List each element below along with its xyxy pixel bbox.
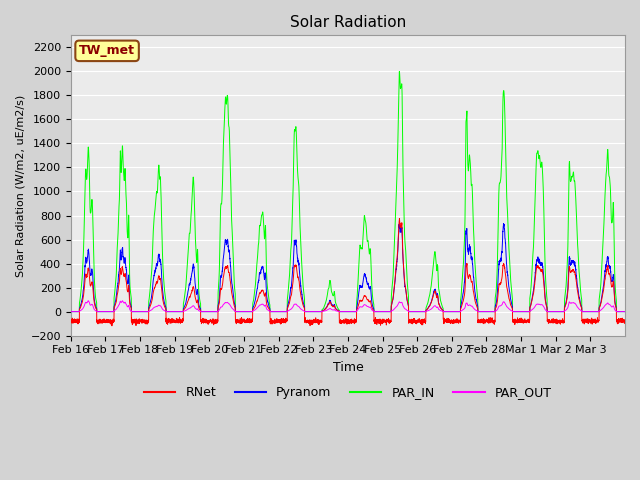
X-axis label: Time: Time <box>333 361 364 374</box>
Text: TW_met: TW_met <box>79 44 135 57</box>
Title: Solar Radiation: Solar Radiation <box>290 15 406 30</box>
Legend: RNet, Pyranom, PAR_IN, PAR_OUT: RNet, Pyranom, PAR_IN, PAR_OUT <box>139 382 557 405</box>
Y-axis label: Solar Radiation (W/m2, uE/m2/s): Solar Radiation (W/m2, uE/m2/s) <box>15 95 25 276</box>
